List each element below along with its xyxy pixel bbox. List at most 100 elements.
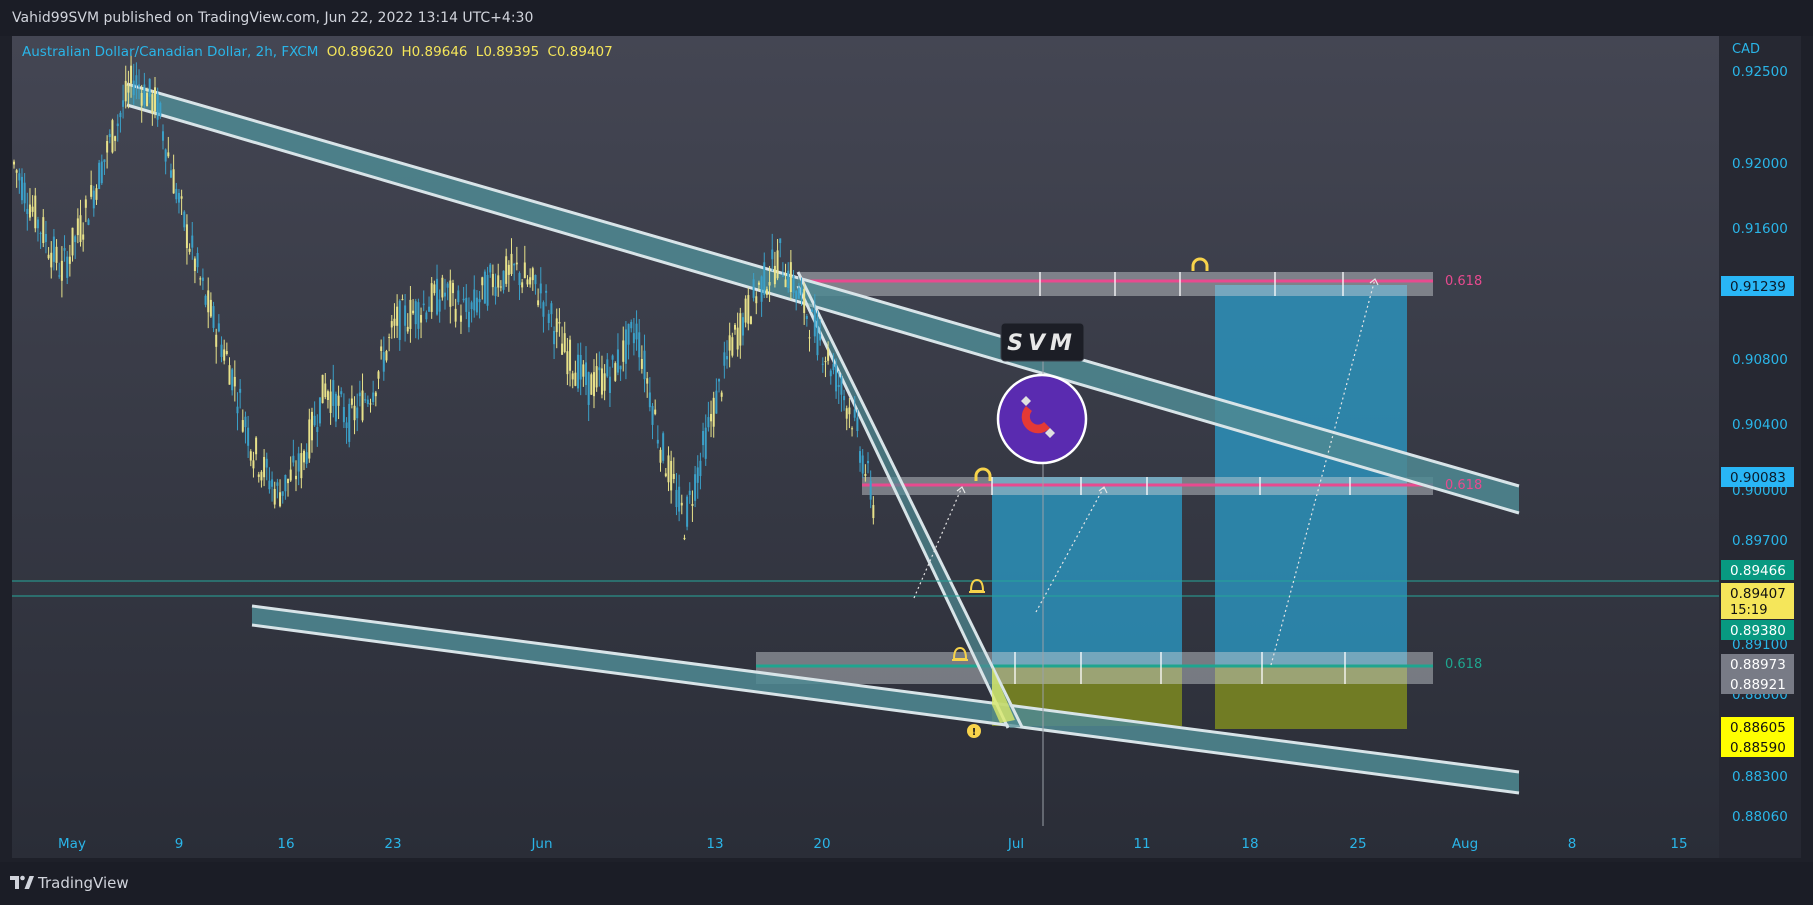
candle-body [824,361,827,363]
candle-body [404,305,407,326]
candle-body [321,374,324,404]
candle-body [667,455,670,483]
candle-body [47,254,50,259]
candle-body [345,422,348,429]
candle-body [84,199,87,208]
candle-body [651,405,654,425]
candle-body [398,300,401,340]
candle-body [124,80,127,102]
candle-body [377,371,380,379]
x-tick-label: 11 [1133,836,1150,852]
candle-body [675,489,678,508]
candle-body [805,315,808,320]
candle-body [752,279,755,298]
header-bar: Vahid99SVM published on TradingView.com,… [0,0,1813,36]
candle-body [829,370,832,377]
tradingview-brand[interactable]: TradingView [38,874,129,892]
candle-body [662,433,665,461]
candle-body [276,482,279,486]
candle-body [845,408,848,419]
candle-body [462,298,465,301]
candle-body [757,282,760,285]
candle-body [385,351,388,361]
x-tick-label: 16 [277,836,294,852]
high-label: H [401,44,412,60]
candle-body [643,350,646,380]
candle-body [337,395,340,406]
candle-body [465,297,468,312]
candle-body [356,407,359,419]
candle-body [747,295,750,324]
candle-body [800,288,803,295]
candle-body [600,368,603,395]
candle-body [656,439,659,444]
candle-body [526,279,529,285]
candle-body [95,188,98,200]
x-tick-label: 23 [384,836,401,852]
candle-body [444,292,446,297]
candle-body [630,321,633,329]
candle-body [15,170,18,173]
chart-pane[interactable] [12,36,1719,858]
price-label: 0.89380 [1730,623,1786,639]
y-tick-label-partial: 0.89100 [1732,637,1788,653]
candle-body [412,310,415,314]
svm-logo-box [1000,322,1085,362]
candle-body [273,488,276,505]
candle-body [755,296,758,304]
candle-body [50,252,53,268]
x-tick-label: Aug [1452,836,1478,852]
candle-body [843,396,846,401]
symbol-info: Australian Dollar/Canadian Dollar, 2h, F… [22,44,613,60]
candle-body [372,392,375,402]
candle-body [771,249,774,260]
candle-body [241,420,244,432]
candle-body [789,262,792,293]
candle-body [555,318,558,333]
x-tick-label: May [58,836,86,852]
candle-body [768,282,771,286]
candle-body [159,102,162,117]
candle-body [244,416,247,428]
candle-body [619,365,622,370]
candle-body [523,262,526,279]
candle-body [302,450,305,463]
candle-body [606,359,609,377]
candle-body [39,232,42,234]
candle-body [499,286,502,288]
candle-body [515,262,518,265]
candle-body [475,297,478,313]
candle-body [231,369,234,391]
candle-body [640,358,643,369]
tradingview-logo-icon[interactable] [10,874,34,890]
alert-arch-icon [1191,257,1209,271]
candle-body [486,274,489,306]
candle-body [867,460,870,464]
candle-body [491,273,494,288]
y-tick-label: 0.90800 [1732,352,1788,368]
candle-body [648,392,651,408]
price-label-badge [1721,467,1794,487]
candle-body [215,334,218,347]
candle-body [624,329,627,364]
fib-ratio-label: 0.618 [1445,274,1482,289]
candle-body [529,277,532,285]
candle-body [590,374,593,395]
candle-body [281,491,284,496]
candle-body [739,313,742,346]
candle-body [545,290,548,293]
candle-body [127,84,130,93]
candle-body [518,273,521,286]
candle-body [44,233,47,243]
x-tick-label: 25 [1349,836,1366,852]
candle-body [808,337,811,339]
candle-body [760,276,763,302]
candle-body [122,100,125,107]
candle-body [688,490,691,495]
candle-body [598,367,601,371]
y-tick-label: 0.90400 [1732,417,1788,433]
candle-body [79,215,82,243]
candle-body [694,474,697,501]
candle-body [853,409,856,418]
